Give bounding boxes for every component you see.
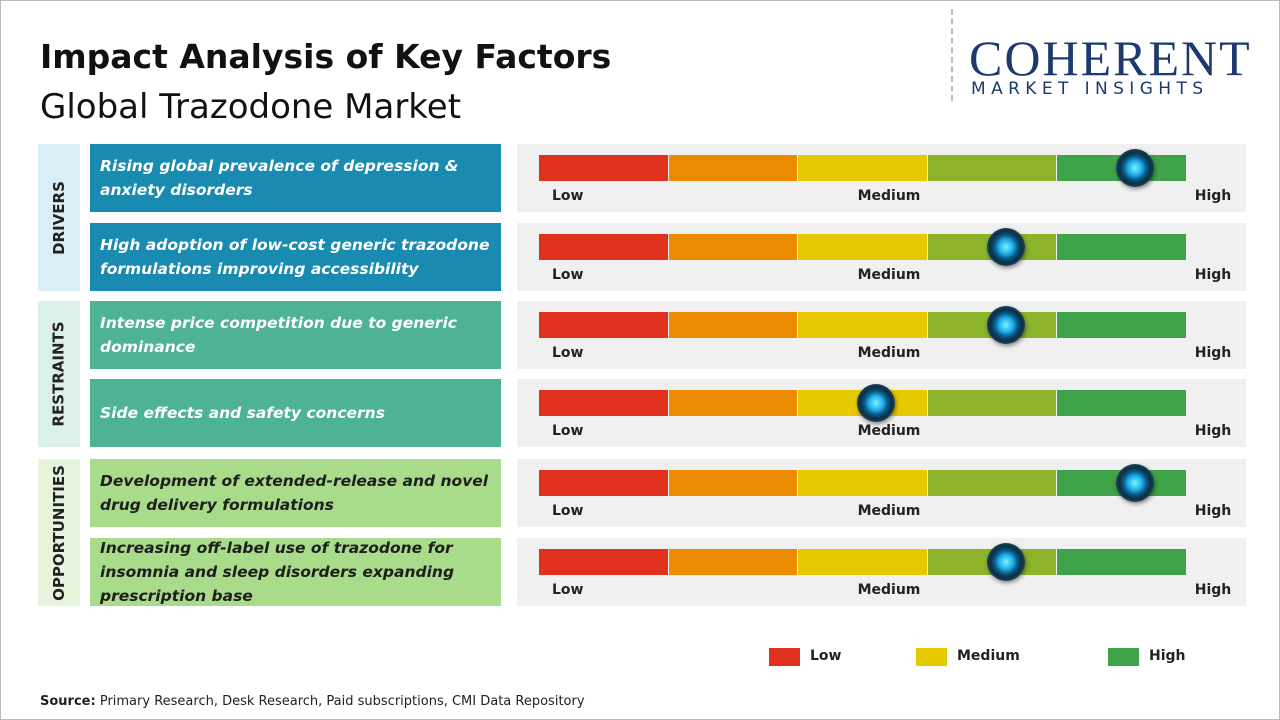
gauge-segment xyxy=(668,390,798,416)
gauge-segment xyxy=(539,470,668,496)
gauge-knob xyxy=(1116,464,1155,502)
gauge-label: Low xyxy=(552,267,584,283)
gauge-segment xyxy=(668,312,798,338)
gauge-segment xyxy=(1057,549,1186,575)
group-name: DRIVERS xyxy=(50,180,69,255)
legend-swatch xyxy=(916,648,947,666)
gauge-panel: Low Medium High xyxy=(517,301,1246,369)
factor: Rising global prevalence of depression &… xyxy=(90,144,501,212)
gauge-knob xyxy=(986,228,1025,266)
legend-label: Medium xyxy=(957,648,1020,664)
gauge-label: Low xyxy=(552,188,584,204)
gauge-segment xyxy=(927,390,1057,416)
gauge-panel: Low Medium High xyxy=(517,459,1246,527)
title: Impact Analysis of Key Factors xyxy=(40,37,612,76)
subtitle: Global Trazodone Market xyxy=(40,87,462,127)
gauge-label: Medium xyxy=(857,345,921,361)
gauge-label: High xyxy=(1194,423,1232,439)
gauge-segment xyxy=(668,234,798,260)
gauge-knob xyxy=(986,543,1025,581)
gauge-label: Low xyxy=(552,423,584,439)
gauge-segment xyxy=(927,155,1057,181)
group-name: RESTRAINTS xyxy=(50,321,69,427)
gauge-panel: Low Medium High xyxy=(517,538,1246,606)
gauge-label: High xyxy=(1194,503,1232,519)
gauge-label: Low xyxy=(552,503,584,519)
gauge-segment xyxy=(798,312,927,338)
gauge-segment xyxy=(668,470,798,496)
gauge-label: High xyxy=(1194,345,1232,361)
gauge-segment xyxy=(1057,390,1186,416)
factor: Development of extended-release and nove… xyxy=(90,459,501,527)
gauge-segment xyxy=(539,312,668,338)
gauge-segment xyxy=(1057,234,1186,260)
gauge-segment xyxy=(798,470,927,496)
gauge-knob xyxy=(1116,149,1155,187)
gauge-label: Low xyxy=(552,345,584,361)
gauge-segment xyxy=(539,155,668,181)
gauge-label: High xyxy=(1194,267,1232,283)
gauge-segment xyxy=(798,234,927,260)
gauge-label: Medium xyxy=(857,188,921,204)
gauge-label: Medium xyxy=(857,582,921,598)
gauge-segment xyxy=(798,155,927,181)
legend-swatch xyxy=(1108,648,1139,666)
logo-name: COHERENT xyxy=(969,30,1252,86)
gauge-segment xyxy=(927,470,1057,496)
factor: Intense price competition due to generic… xyxy=(90,301,501,369)
gauge-label: Medium xyxy=(857,503,921,519)
divider xyxy=(951,9,953,101)
factor: High adoption of low-cost generic trazod… xyxy=(90,223,501,291)
factor: Side effects and safety concerns xyxy=(90,379,501,447)
logo-tagline: MARKET INSIGHTS xyxy=(971,79,1209,99)
group-name: OPPORTUNITIES xyxy=(50,464,68,601)
gauge-panel: Low Medium High xyxy=(517,144,1246,212)
gauge-label: High xyxy=(1194,582,1232,598)
group-label: OPPORTUNITIES xyxy=(38,459,80,606)
gauge-knob xyxy=(986,306,1025,344)
gauge-panel: Low Medium High xyxy=(517,223,1246,291)
gauge-segment xyxy=(539,390,668,416)
legend-swatch xyxy=(769,648,800,666)
gauge-panel: Low Medium High xyxy=(517,379,1246,447)
gauge-label: Medium xyxy=(857,423,921,439)
gauge-label: Low xyxy=(552,582,584,598)
factor: Increasing off-label use of trazodone fo… xyxy=(90,538,501,606)
group-label: RESTRAINTS xyxy=(38,301,80,447)
source: Source: Primary Research, Desk Research,… xyxy=(40,694,585,709)
gauge-segment xyxy=(539,549,668,575)
gauge-knob xyxy=(856,384,895,422)
group-label: DRIVERS xyxy=(38,144,80,291)
legend-label: Low xyxy=(810,648,842,664)
legend-label: High xyxy=(1149,648,1186,664)
gauge-label: High xyxy=(1194,188,1232,204)
gauge-label: Medium xyxy=(857,267,921,283)
gauge-segment xyxy=(668,549,798,575)
gauge-segment xyxy=(798,549,927,575)
gauge-segment xyxy=(668,155,798,181)
gauge-segment xyxy=(1057,312,1186,338)
source-text: Primary Research, Desk Research, Paid su… xyxy=(99,694,585,709)
source-label: Source: xyxy=(40,694,96,709)
gauge-segment xyxy=(539,234,668,260)
